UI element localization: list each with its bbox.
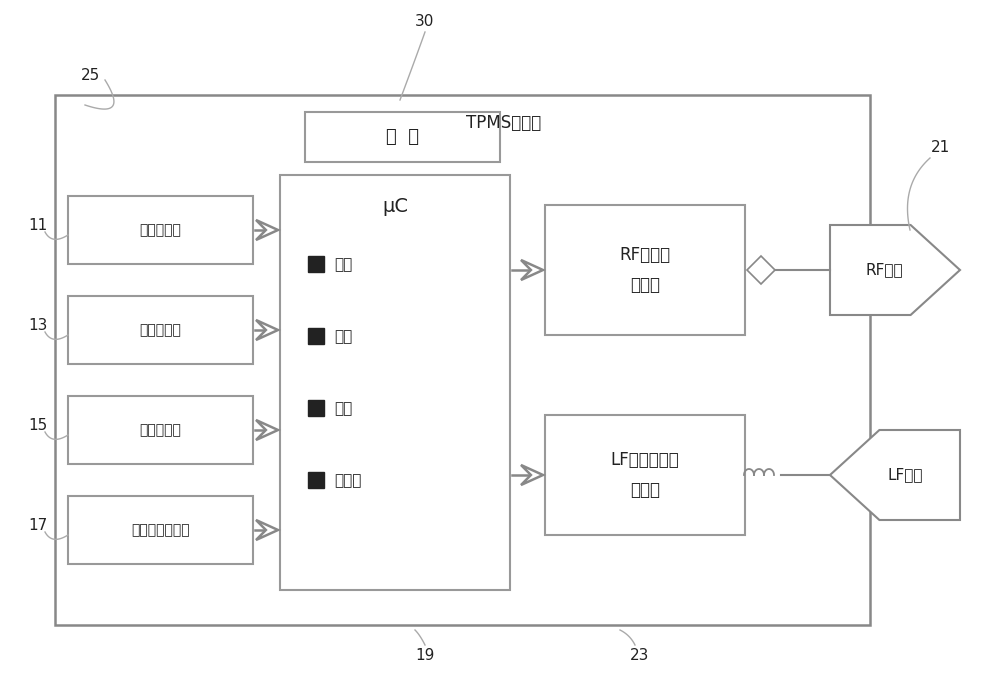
Text: 旋转传感器: 旋转传感器 bbox=[140, 423, 181, 437]
Text: RF发射机
传感器: RF发射机 传感器 bbox=[619, 246, 671, 294]
Text: 13: 13 bbox=[28, 317, 48, 332]
Bar bbox=[280, 175, 510, 590]
Bar bbox=[305, 112, 500, 162]
Polygon shape bbox=[256, 220, 278, 240]
Bar bbox=[308, 400, 324, 416]
Text: 25: 25 bbox=[80, 68, 100, 83]
Bar bbox=[68, 196, 253, 264]
Text: μC: μC bbox=[382, 197, 408, 216]
Text: TPMS传感器: TPMS传感器 bbox=[466, 114, 541, 132]
Polygon shape bbox=[747, 256, 775, 284]
Text: 电  池: 电 池 bbox=[386, 128, 419, 146]
Bar bbox=[545, 205, 745, 335]
Text: 控制: 控制 bbox=[334, 330, 352, 344]
Bar bbox=[68, 296, 253, 364]
Text: RF输出: RF输出 bbox=[866, 262, 903, 277]
Bar bbox=[545, 415, 745, 535]
Polygon shape bbox=[521, 260, 543, 280]
Text: LF接收器的数
据输入: LF接收器的数 据输入 bbox=[611, 452, 679, 498]
Text: 记嚄: 记嚄 bbox=[334, 401, 352, 416]
Polygon shape bbox=[256, 320, 278, 340]
Text: 15: 15 bbox=[28, 418, 48, 433]
Text: 温度传感器: 温度传感器 bbox=[140, 323, 181, 337]
Bar bbox=[308, 472, 324, 488]
Polygon shape bbox=[830, 225, 960, 315]
Text: 21: 21 bbox=[930, 140, 950, 155]
Bar bbox=[308, 328, 324, 344]
Polygon shape bbox=[256, 520, 278, 540]
Text: 电池电压传感器: 电池电压传感器 bbox=[131, 523, 190, 537]
Text: 逻辑: 逻辑 bbox=[334, 258, 352, 273]
Bar bbox=[55, 95, 870, 625]
Polygon shape bbox=[521, 465, 543, 485]
Text: 19: 19 bbox=[415, 647, 435, 662]
Text: 17: 17 bbox=[28, 517, 48, 532]
Text: 23: 23 bbox=[630, 647, 650, 662]
Bar bbox=[68, 496, 253, 564]
Polygon shape bbox=[256, 420, 278, 440]
Polygon shape bbox=[830, 430, 960, 520]
Text: 计时器: 计时器 bbox=[334, 473, 361, 489]
Bar bbox=[308, 256, 324, 272]
Bar bbox=[68, 396, 253, 464]
Text: 压力传感器: 压力传感器 bbox=[140, 223, 181, 237]
Text: LF输入: LF输入 bbox=[888, 468, 923, 483]
Text: 30: 30 bbox=[415, 14, 435, 30]
Text: 11: 11 bbox=[28, 218, 48, 233]
